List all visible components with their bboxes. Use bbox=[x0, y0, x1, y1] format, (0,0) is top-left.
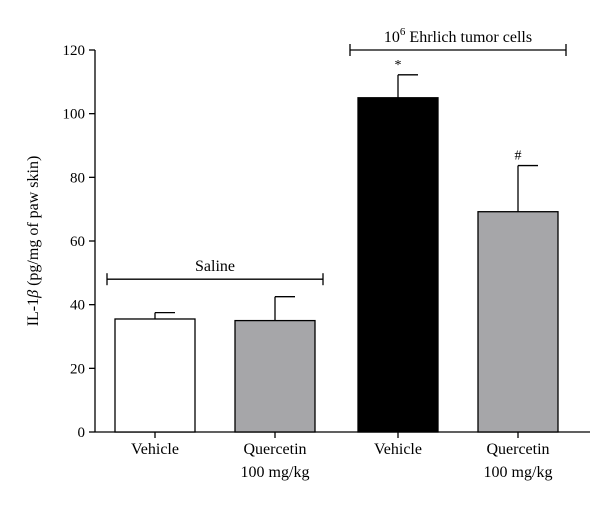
significance-label: # bbox=[515, 149, 522, 164]
y-tick-label: 120 bbox=[63, 43, 86, 59]
group-label: Saline bbox=[195, 258, 235, 275]
y-axis-label-beta: β bbox=[25, 290, 42, 299]
y-axis-label: IL-1β (pg/mg of paw skin) bbox=[25, 156, 42, 327]
bar bbox=[357, 97, 439, 433]
group-label: 106 Ehrlich tumor cells bbox=[384, 26, 532, 46]
y-tick-label: 20 bbox=[70, 361, 85, 377]
bar bbox=[114, 318, 196, 433]
group-label-base: 10 bbox=[384, 29, 400, 46]
y-axis-label-prefix: IL-1 bbox=[25, 298, 42, 326]
group-label-exponent: 6 bbox=[400, 26, 406, 38]
bars: Vehicle Quercetin 100 mg/kg * Vehicle # Querce… bbox=[114, 58, 559, 481]
x-tick-label: Quercetin bbox=[243, 441, 306, 458]
y-tick-label: 100 bbox=[63, 107, 86, 123]
bar bbox=[477, 211, 559, 433]
x-tick-label-line2: 100 mg/kg bbox=[484, 464, 553, 481]
group-label-rest: Ehrlich tumor cells bbox=[405, 29, 532, 46]
y-tick-label: 40 bbox=[70, 298, 85, 314]
significance-label: * bbox=[395, 58, 402, 73]
x-tick-label: Vehicle bbox=[374, 441, 422, 458]
x-tick-label: Vehicle bbox=[131, 441, 179, 458]
y-axis-label-suffix: (pg/mg of paw skin) bbox=[25, 156, 42, 290]
x-tick-label: Quercetin bbox=[486, 441, 549, 458]
y-tick-label: 60 bbox=[70, 234, 85, 250]
y-tick-label: 0 bbox=[78, 425, 86, 441]
y-ticks: 0 20 40 60 80 100 120 bbox=[63, 43, 95, 441]
x-tick-label-line2: 100 mg/kg bbox=[241, 464, 310, 481]
bar bbox=[234, 319, 316, 433]
y-tick-label: 80 bbox=[70, 170, 85, 186]
group-brackets: Saline 106 Ehrlich tumor cells bbox=[106, 26, 567, 286]
